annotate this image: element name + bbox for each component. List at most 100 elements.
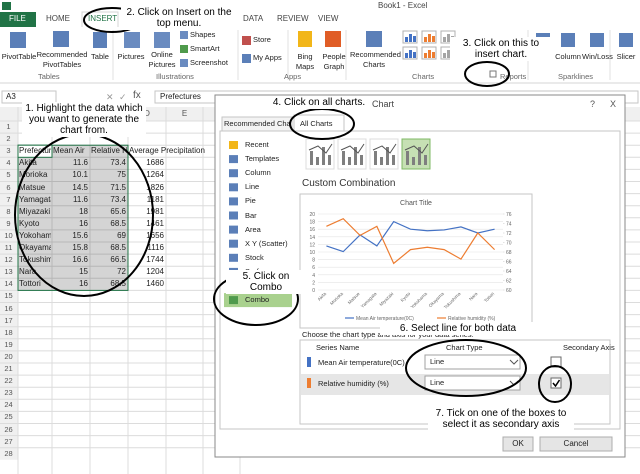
cell[interactable]: 1460	[146, 279, 164, 289]
cancel-button[interactable]	[539, 436, 613, 452]
row-number[interactable]: 15	[4, 291, 13, 301]
row-number[interactable]: 22	[4, 376, 13, 386]
ribbon-tab[interactable]: INSERT	[88, 14, 118, 23]
cell[interactable]: 73.4	[110, 158, 126, 168]
ribbon-tab[interactable]: REVIEW	[277, 14, 309, 23]
ribbon-icon[interactable]	[242, 36, 251, 45]
ribbon-button[interactable]: Slicer	[616, 52, 636, 61]
cell[interactable]: 1826	[146, 182, 164, 192]
row-number[interactable]: 28	[4, 448, 13, 458]
ribbon-button[interactable]: SmartArt	[190, 44, 220, 53]
row-number[interactable]: 14	[4, 279, 13, 289]
chart-type-value[interactable]: Line	[430, 357, 445, 366]
ribbon-icon[interactable]	[53, 31, 69, 47]
dialog-tab-label[interactable]: All Charts	[300, 119, 333, 128]
ribbon-button[interactable]: PivotTable	[1, 52, 37, 61]
cell[interactable]: Okayama	[19, 243, 51, 252]
file-tab[interactable]	[0, 12, 36, 27]
ribbon-tab[interactable]: DATA	[243, 14, 264, 23]
column-header[interactable]: D	[144, 109, 150, 118]
chart-type-item[interactable]: Combo	[245, 295, 270, 305]
ribbon-button[interactable]: Recommended PivotTables	[36, 50, 88, 69]
row-number[interactable]: 25	[4, 412, 13, 422]
row-number[interactable]: 4	[6, 158, 11, 168]
ribbon-icon[interactable]	[154, 32, 170, 48]
ribbon-icon[interactable]	[590, 33, 604, 47]
cell[interactable]: 65.6	[110, 206, 126, 216]
row-number[interactable]: 13	[4, 267, 13, 277]
cell[interactable]: Tottori	[19, 279, 41, 289]
row-number[interactable]: 3	[6, 146, 11, 156]
ribbon-button[interactable]: Win/Loss	[582, 52, 613, 61]
chart-type-item[interactable]: X Y (Scatter)	[245, 238, 288, 248]
row-number[interactable]: 27	[4, 436, 13, 446]
ribbon-button[interactable]: Pictures	[117, 52, 145, 61]
row-number[interactable]: 24	[4, 400, 13, 410]
row-number[interactable]: 9	[6, 218, 11, 228]
row-number[interactable]: 10	[4, 230, 13, 240]
cell[interactable]: 10.1	[72, 170, 88, 180]
cell[interactable]: 1116	[147, 243, 164, 252]
ribbon-button[interactable]: My Apps	[253, 53, 282, 62]
cell[interactable]: Tokushima	[19, 255, 51, 265]
ribbon-icon[interactable]	[619, 33, 633, 47]
chart-type-item[interactable]: Bar	[245, 210, 257, 220]
cell[interactable]: 16	[79, 218, 88, 228]
chart-type-item[interactable]: Column	[245, 168, 271, 178]
cell[interactable]: 1686	[146, 158, 164, 168]
ribbon-icon[interactable]	[242, 54, 251, 63]
ribbon-button[interactable]: Shapes	[190, 30, 216, 39]
cell[interactable]: Yokohama	[19, 230, 51, 240]
cell[interactable]: 1981	[146, 206, 164, 216]
row-number[interactable]: 21	[4, 364, 13, 373]
cell[interactable]: 1181	[146, 194, 164, 204]
cell[interactable]: 15.8	[72, 243, 88, 252]
ribbon-icon[interactable]	[180, 31, 188, 39]
row-number[interactable]: 17	[4, 315, 13, 325]
ribbon-button[interactable]: Recommended Charts	[350, 50, 401, 69]
formula-content[interactable]: Prefectures	[160, 92, 201, 101]
ribbon-button[interactable]: Online Pictures	[148, 50, 176, 69]
row-number[interactable]: 1	[6, 122, 11, 131]
ribbon-button[interactable]: Table	[91, 52, 109, 61]
chart-type-item[interactable]: Area	[245, 224, 261, 234]
chart-type-item[interactable]: Stock	[245, 252, 264, 262]
ribbon-button[interactable]: Column	[555, 52, 581, 61]
name-box-text[interactable]: A3	[6, 92, 16, 101]
cell[interactable]: 69	[117, 230, 126, 240]
ribbon-icon[interactable]	[124, 32, 140, 48]
cell[interactable]: 15	[79, 267, 88, 277]
ribbon-button[interactable]: Store	[253, 35, 271, 44]
cell[interactable]: 72	[117, 267, 126, 277]
row-number[interactable]: 8	[6, 206, 11, 216]
chart-type-item[interactable]: Line	[245, 182, 260, 192]
row-number[interactable]: 7	[6, 194, 11, 204]
cell[interactable]: Miyazaki	[19, 206, 51, 216]
ribbon-icon[interactable]	[180, 45, 188, 53]
close-button[interactable]: X	[610, 99, 617, 109]
cell[interactable]: Yamagata	[19, 194, 51, 204]
ribbon-button[interactable]: People Graph	[322, 52, 346, 71]
cancel-label[interactable]: Cancel	[563, 439, 589, 448]
cell[interactable]: Kyoto	[19, 218, 40, 228]
cell[interactable]: 18	[79, 206, 88, 216]
row-number[interactable]: 6	[6, 182, 11, 192]
header-cell[interactable]: Relative H	[91, 146, 127, 156]
row-number[interactable]: 12	[4, 255, 13, 265]
cell[interactable]: 68.5	[110, 243, 126, 252]
cell[interactable]: Akita	[19, 158, 37, 168]
cell[interactable]: 16.6	[72, 255, 88, 265]
cell[interactable]: Matsue	[19, 182, 46, 192]
cell[interactable]: 1656	[146, 230, 164, 240]
cell[interactable]: 1461	[146, 218, 164, 228]
header-cell[interactable]: Average Precipitation	[129, 146, 205, 156]
ok-label[interactable]: OK	[512, 439, 524, 448]
cell[interactable]: 15.6	[72, 230, 88, 240]
ribbon-button[interactable]: Bing Maps	[295, 52, 315, 71]
cell[interactable]: 73.4	[110, 194, 126, 204]
cell[interactable]: 68.5	[110, 218, 126, 228]
row-number[interactable]: 5	[6, 170, 11, 180]
cell[interactable]: 1264	[146, 170, 164, 180]
cell[interactable]: 1744	[146, 255, 164, 265]
row-number[interactable]: 19	[4, 339, 13, 349]
